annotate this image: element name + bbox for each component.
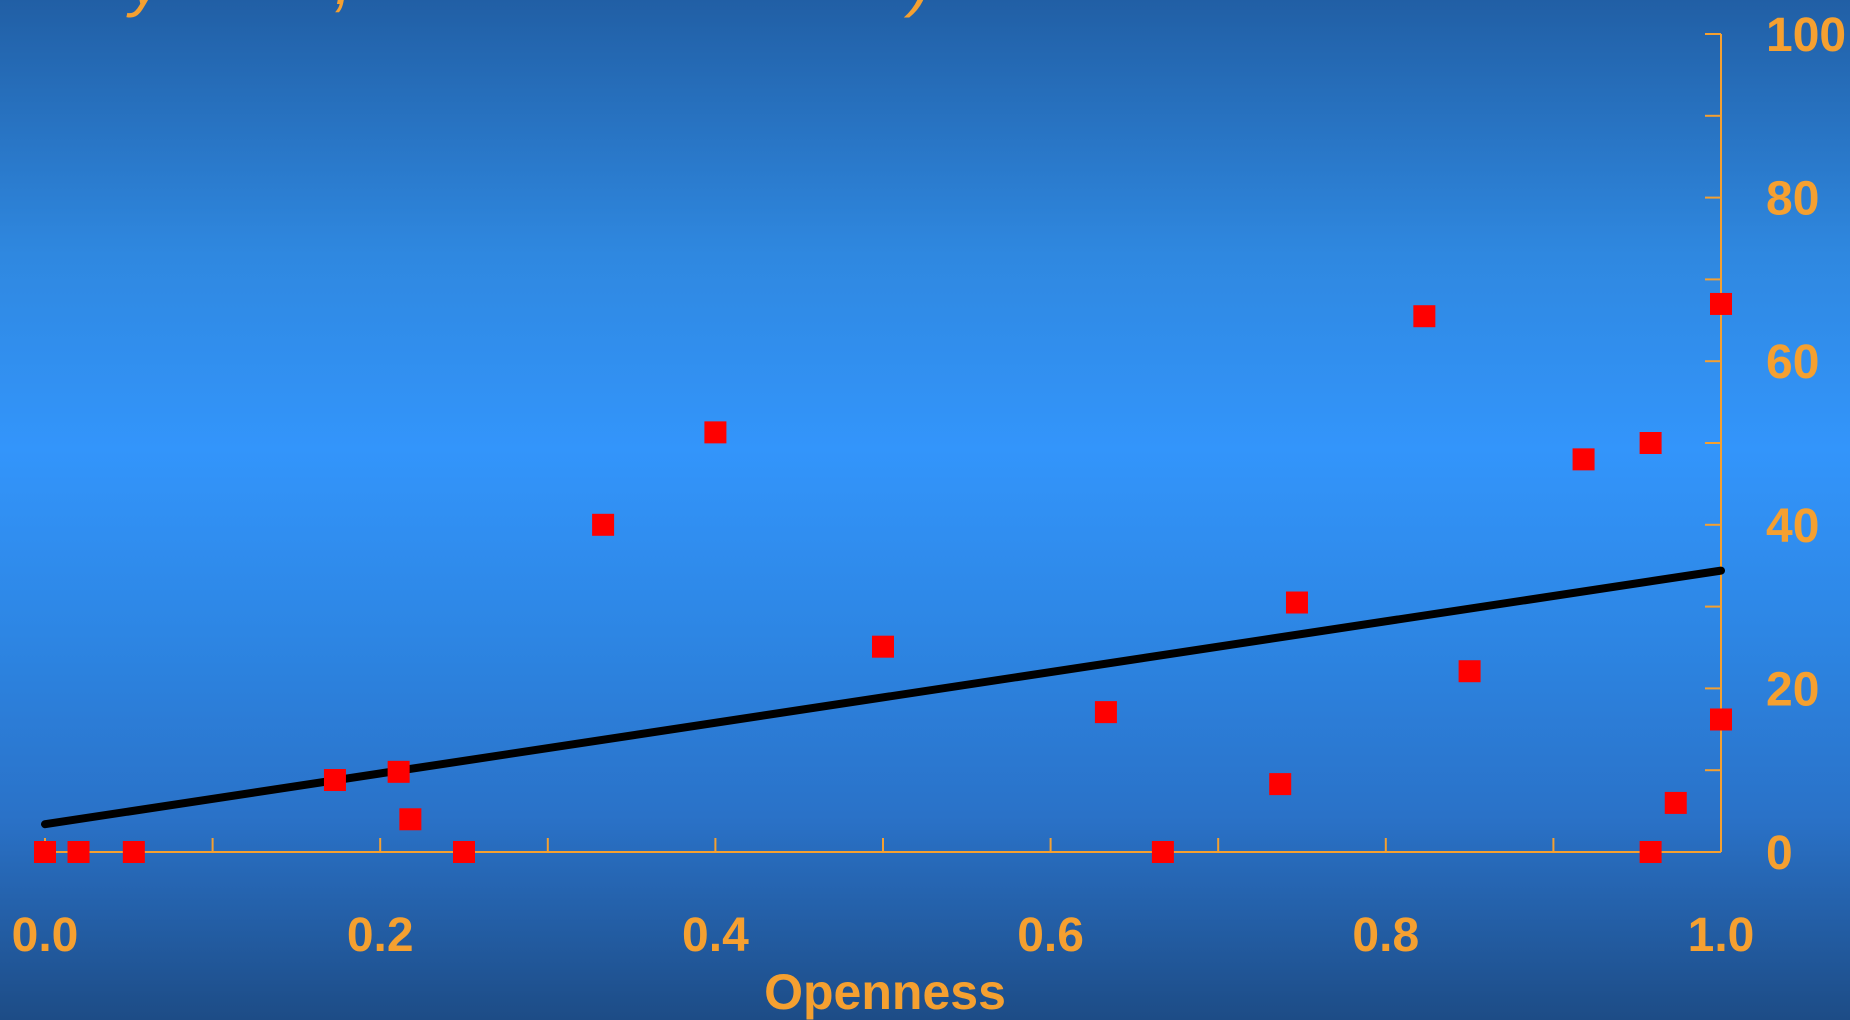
data-point [1413, 305, 1436, 328]
y-tick-label: 60 [1766, 336, 1819, 389]
data-point [323, 769, 346, 792]
x-tick-label: 0.2 [347, 909, 414, 962]
title-fragment-right: ) [903, 0, 931, 18]
data-point [1639, 841, 1662, 863]
y-tick-label: 40 [1766, 500, 1819, 553]
data-point [1151, 841, 1174, 863]
y-tick-label: 80 [1766, 173, 1819, 226]
x-tick-label: 0.4 [682, 909, 749, 962]
title-fragment-comma: , [334, 0, 352, 18]
data-point [1269, 773, 1292, 796]
data-point [1285, 591, 1308, 614]
data-point [1458, 660, 1481, 683]
y-tick-labels: 0 20 40 60 80 100 [1766, 9, 1846, 880]
trend-line [41, 566, 1725, 829]
x-tick-label: 0.6 [1017, 909, 1084, 962]
data-point [387, 760, 410, 783]
data-point [399, 808, 422, 831]
data-point [1094, 701, 1117, 724]
data-point [67, 841, 90, 863]
x-axis-title: Openness [764, 964, 1006, 1020]
data-point [1639, 432, 1662, 454]
x-tick-labels: 0.0 0.2 0.4 0.6 0.8 1.0 [12, 909, 1755, 962]
y-ticks [1705, 33, 1721, 853]
y-tick-label: 0 [1766, 827, 1793, 880]
x-tick-label: 0.8 [1352, 909, 1419, 962]
data-point [872, 635, 894, 658]
y-tick-label: 100 [1766, 9, 1846, 62]
data-point [592, 513, 615, 536]
data-point [1664, 791, 1687, 814]
data-point [1710, 292, 1732, 315]
data-point [1710, 708, 1732, 731]
data-point [704, 421, 727, 444]
data-points [34, 292, 1732, 863]
x-ticks [44, 838, 1722, 852]
y-tick-label: 20 [1766, 663, 1819, 716]
data-point [1572, 448, 1595, 471]
axes: 0.0 0.2 0.4 0.6 0.8 1.0 0 20 40 60 80 100 [12, 9, 1846, 962]
x-tick-label: 0.0 [12, 909, 79, 962]
data-point [453, 841, 475, 863]
x-tick-label: 1.0 [1688, 909, 1755, 962]
data-point [34, 841, 56, 863]
title-fragment-left: y [126, 0, 166, 18]
data-point [122, 841, 145, 863]
